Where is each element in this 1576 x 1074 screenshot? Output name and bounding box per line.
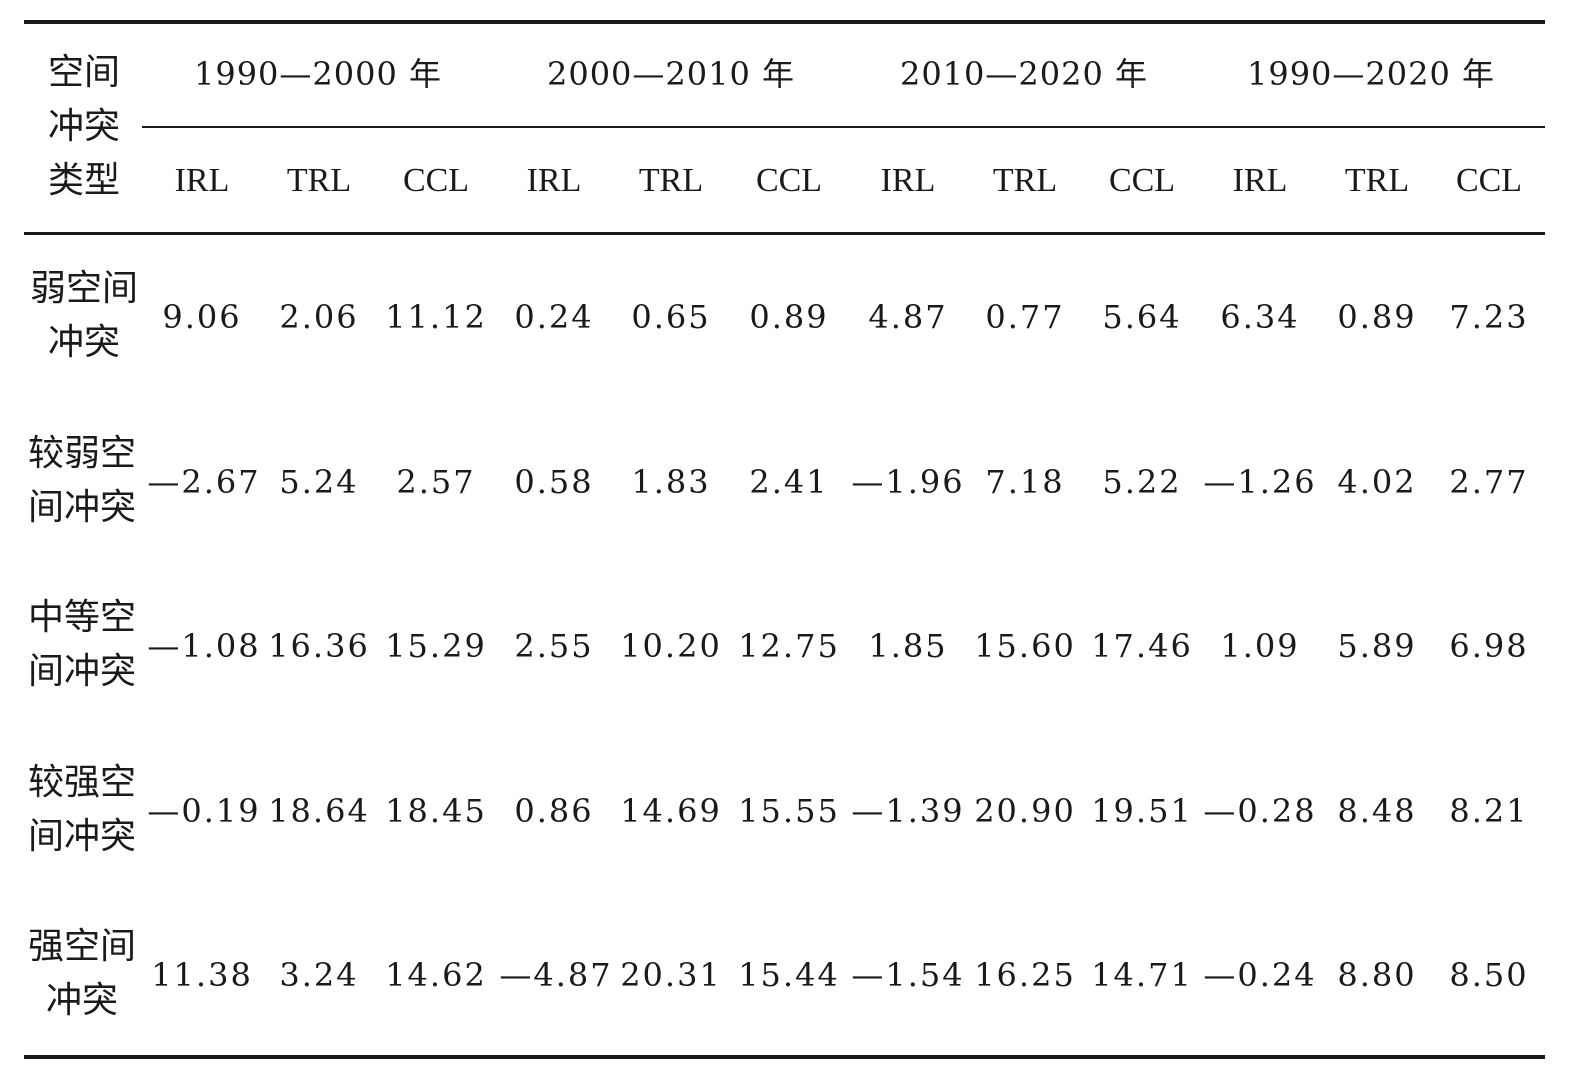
bottom-rule [24, 1055, 1545, 1059]
row-label-line: 强空间 [27, 926, 136, 967]
metric-header: IRL [526, 162, 582, 199]
table-cell: 0.89 [749, 298, 829, 336]
table-cell: 8.48 [1337, 792, 1417, 830]
row-label: 中等空 间冲突 [22, 591, 142, 699]
period-header-rule [142, 126, 1545, 128]
table-cell: 0.89 [1337, 298, 1417, 336]
table-cell: —0.19 [147, 792, 261, 830]
period-header-1990-2000: 1990—2000 年 [193, 55, 443, 93]
row-label: 较弱空 间冲突 [22, 427, 142, 535]
table-cell: —2.67 [147, 463, 261, 501]
row-label: 弱空间 冲突 [24, 262, 144, 370]
table-cell: 1.83 [631, 463, 711, 501]
metric-header: CCL [402, 162, 470, 199]
table-cell: 14.71 [1091, 956, 1193, 994]
row-label-line: 中等空 [27, 597, 136, 638]
table-cell: 5.64 [1102, 298, 1182, 336]
table-cell: 8.80 [1337, 956, 1417, 994]
table-cell: 1.09 [1220, 627, 1300, 665]
table-cell: 2.57 [396, 463, 476, 501]
table-cell: —1.26 [1203, 463, 1317, 501]
table-cell: 2.55 [514, 627, 594, 665]
table-cell: 2.41 [749, 463, 829, 501]
table-cell: 16.36 [268, 627, 370, 665]
row-label-line: 间冲突 [27, 651, 136, 692]
metric-header: TRL [992, 162, 1058, 199]
table-cell: 15.60 [974, 627, 1076, 665]
top-rule [24, 20, 1545, 24]
table-cell: 20.31 [620, 956, 722, 994]
row-label: 强空间 冲突 [22, 920, 142, 1028]
metric-header: IRL [880, 162, 936, 199]
metric-header: TRL [1344, 162, 1410, 199]
period-header-2010-2020: 2010—2020 年 [899, 55, 1149, 93]
table-cell: —1.96 [851, 463, 965, 501]
table-cell: 1.85 [868, 627, 948, 665]
table-cell: —1.08 [147, 627, 261, 665]
stub-header-line: 冲突 [47, 106, 120, 147]
row-label-line: 冲突 [45, 980, 118, 1021]
table-cell: 15.44 [738, 956, 840, 994]
table-cell: 7.18 [985, 463, 1065, 501]
table-cell: 0.86 [514, 792, 594, 830]
table-cell: 15.55 [738, 792, 840, 830]
header-bottom-rule [24, 232, 1545, 235]
table-cell: 2.06 [279, 298, 359, 336]
row-label-line: 冲突 [47, 322, 120, 363]
table-cell: 15.29 [385, 627, 487, 665]
table-cell: 19.51 [1091, 792, 1193, 830]
table-cell: 6.98 [1449, 627, 1529, 665]
row-label-line: 弱空间 [29, 268, 138, 309]
table-cell: 11.12 [385, 298, 487, 336]
stub-header: 空间 冲突 类型 [24, 46, 144, 208]
period-header-2000-2010: 2000—2010 年 [546, 55, 796, 93]
table-cell: 0.58 [514, 463, 594, 501]
table-cell: 4.02 [1337, 463, 1417, 501]
period-header-1990-2020: 1990—2020 年 [1246, 55, 1496, 93]
table-cell: 18.45 [385, 792, 487, 830]
table-cell: 4.87 [868, 298, 948, 336]
metric-header: CCL [1455, 162, 1523, 199]
table-cell: 2.77 [1449, 463, 1529, 501]
table-cell: 7.23 [1449, 298, 1529, 336]
metric-header: IRL [174, 162, 230, 199]
metric-header: TRL [286, 162, 352, 199]
table-cell: 8.21 [1449, 792, 1529, 830]
table-cell: 16.25 [974, 956, 1076, 994]
table-cell: 17.46 [1091, 627, 1193, 665]
table-cell: 0.77 [985, 298, 1065, 336]
table-cell: 3.24 [279, 956, 359, 994]
table-cell: —1.39 [851, 792, 965, 830]
table-cell: —0.28 [1203, 792, 1317, 830]
stub-header-line: 类型 [47, 160, 120, 201]
row-label: 较强空 间冲突 [22, 756, 142, 864]
table-cell: 5.22 [1102, 463, 1182, 501]
metric-header: IRL [1232, 162, 1288, 199]
row-label-line: 较弱空 [27, 433, 136, 474]
table-cell: 0.24 [514, 298, 594, 336]
table-cell: 8.50 [1449, 956, 1529, 994]
metric-header: TRL [638, 162, 704, 199]
stub-header-line: 空间 [47, 52, 120, 93]
metric-header: CCL [1108, 162, 1176, 199]
table-cell: 5.89 [1337, 627, 1417, 665]
table-cell: 14.62 [385, 956, 487, 994]
metric-header: CCL [755, 162, 823, 199]
table-cell: 5.24 [279, 463, 359, 501]
table-cell: —4.87 [499, 956, 613, 994]
row-label-line: 较强空 [27, 762, 136, 803]
table-cell: 14.69 [620, 792, 722, 830]
table-cell: 6.34 [1220, 298, 1300, 336]
row-label-line: 间冲突 [27, 816, 136, 857]
table-cell: 10.20 [620, 627, 722, 665]
table-cell: —0.24 [1203, 956, 1317, 994]
table-cell: —1.54 [851, 956, 965, 994]
row-label-line: 间冲突 [27, 487, 136, 528]
table-cell: 11.38 [151, 956, 253, 994]
table-cell: 12.75 [738, 627, 840, 665]
table-cell: 0.65 [631, 298, 711, 336]
table-cell: 18.64 [268, 792, 370, 830]
table-cell: 20.90 [974, 792, 1076, 830]
table-cell: 9.06 [162, 298, 242, 336]
